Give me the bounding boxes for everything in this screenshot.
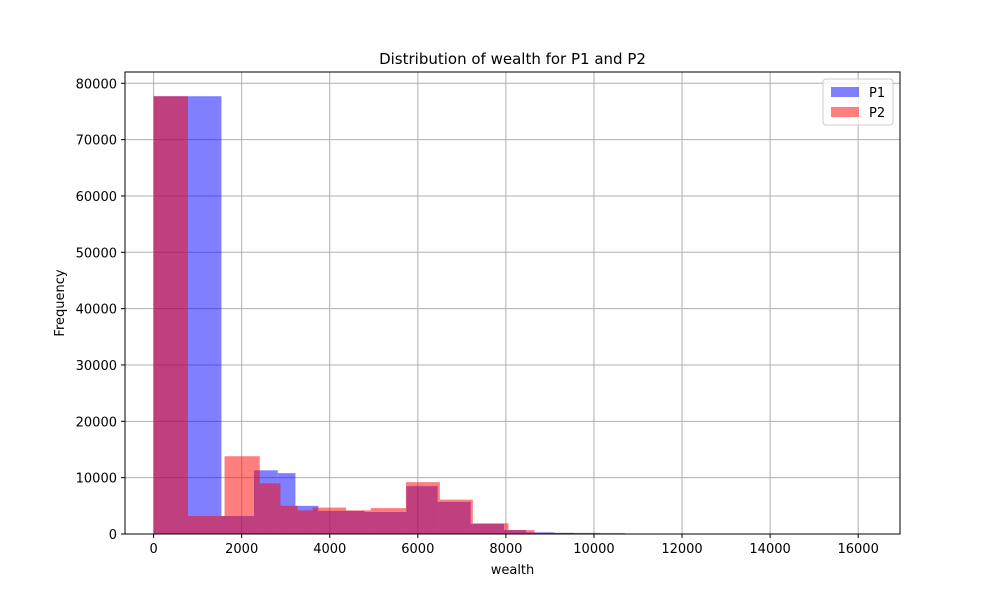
bar-p2 [259, 483, 281, 534]
bar-p2 [187, 515, 225, 534]
axis-ticks: 0 2000 4000 6000 8000 10000 12000 14000 16000 0 10… [76, 77, 879, 557]
x-tick-label: 10000 [573, 542, 614, 557]
x-tick-label: 6000 [401, 542, 434, 557]
legend-label-p2: P2 [869, 106, 885, 121]
plot-frame [124, 71, 901, 535]
x-tick-label: 16000 [837, 542, 878, 557]
legend-swatch-p2 [831, 107, 859, 117]
bar-p2 [439, 499, 473, 534]
x-tick-label: 8000 [489, 542, 522, 557]
bar-p2 [224, 456, 260, 534]
bar-p2 [534, 532, 575, 534]
y-tick-label: 60000 [76, 190, 117, 205]
legend-swatch-p1 [831, 87, 859, 97]
y-axis-label: Frequency [53, 269, 68, 336]
bar-p2 [508, 530, 535, 534]
y-tick-label: 50000 [76, 246, 117, 261]
x-axis-label: wealth [491, 563, 535, 578]
y-tick-label: 70000 [76, 134, 117, 149]
bar-p2 [280, 505, 298, 534]
y-tick-label: 0 [109, 528, 117, 543]
bar-p2 [346, 510, 371, 534]
bar-p2 [405, 482, 440, 534]
y-tick-label: 30000 [76, 359, 117, 374]
bar-p2 [312, 507, 347, 534]
y-tick-label: 40000 [76, 303, 117, 318]
y-tick-label: 10000 [76, 472, 117, 487]
x-tick-label: 12000 [661, 542, 702, 557]
bar-p1 [554, 532, 601, 534]
bar-p2 [370, 508, 406, 534]
bar-p2 [153, 96, 188, 534]
bars [153, 96, 874, 534]
legend-label-p1: P1 [869, 86, 885, 101]
x-tick-label: 14000 [749, 542, 790, 557]
y-tick-label: 80000 [76, 77, 117, 92]
x-tick-label: 2000 [225, 542, 258, 557]
bar-p2 [297, 510, 313, 534]
chart-title: Distribution of wealth for P1 and P2 [379, 50, 646, 68]
x-tick-label: 4000 [313, 542, 346, 557]
bar-p2 [472, 523, 509, 534]
x-tick-label: 0 [149, 542, 157, 557]
y-tick-label: 20000 [76, 415, 117, 430]
